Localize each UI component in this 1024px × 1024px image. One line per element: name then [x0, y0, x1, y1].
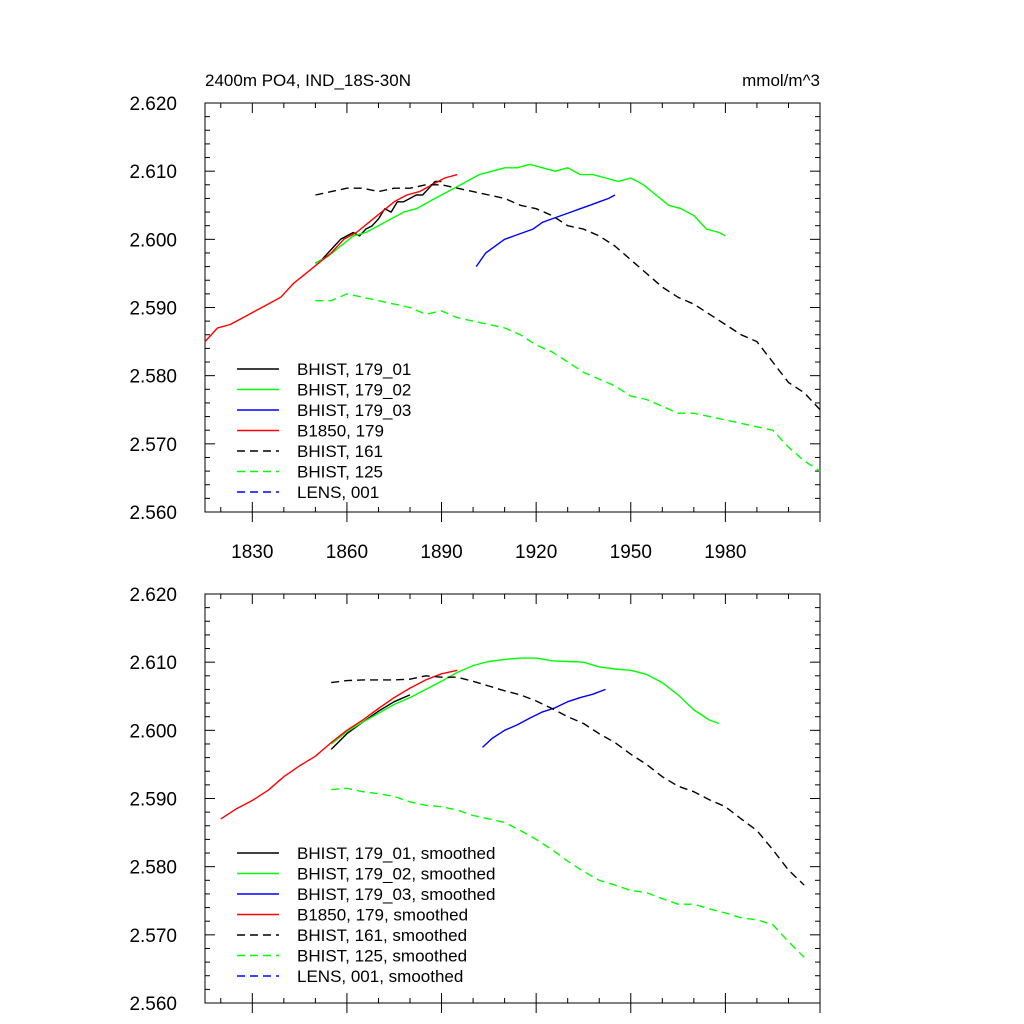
y-tick-label: 2.610	[129, 653, 177, 674]
series-line	[315, 163, 726, 264]
legend-label: BHIST, 125	[297, 463, 383, 482]
x-tick-label: 1830	[231, 542, 273, 563]
legend-label: BHIST, 125, smoothed	[297, 947, 467, 966]
series-line	[331, 787, 805, 958]
legend-label: BHIST, 179_01	[297, 360, 411, 379]
series-line	[315, 293, 821, 472]
series-line	[482, 688, 606, 748]
y-tick-label: 2.580	[129, 367, 177, 388]
y-tick-label: 2.590	[129, 299, 177, 320]
legend-label: LENS, 001, smoothed	[297, 967, 463, 986]
legend-label: B1850, 179	[297, 422, 384, 441]
chart-title: 2400m PO4, IND_18S-30N	[205, 71, 411, 90]
legend-label: LENS, 001	[297, 483, 379, 502]
series-line	[330, 694, 411, 750]
legend-label: BHIST, 179_02	[297, 381, 411, 400]
y-tick-label: 2.570	[129, 926, 177, 947]
series-line	[315, 180, 442, 264]
y-tick-label: 2.560	[129, 994, 177, 1015]
legend-label: BHIST, 179_03, smoothed	[297, 885, 495, 904]
series-line	[204, 173, 458, 343]
x-tick-label: 1950	[610, 542, 652, 563]
y-tick-label: 2.580	[129, 858, 177, 879]
series-line	[331, 675, 805, 886]
x-tick-label: 1920	[515, 542, 557, 563]
y-tick-label: 2.600	[129, 721, 177, 742]
y-tick-label: 2.620	[129, 585, 177, 606]
y-tick-label: 2.590	[129, 790, 177, 811]
x-tick-label: 1860	[326, 542, 368, 563]
x-tick-label: 1980	[704, 542, 746, 563]
y-tick-label: 2.600	[129, 230, 177, 251]
series-line	[475, 194, 616, 268]
y-tick-label: 2.570	[129, 435, 177, 456]
legend-label: BHIST, 161, smoothed	[297, 926, 467, 945]
series-line	[315, 184, 821, 411]
y-tick-label: 2.560	[129, 503, 177, 524]
y-tick-label: 2.610	[129, 162, 177, 183]
legend-label: BHIST, 179_03	[297, 401, 411, 420]
series-line	[220, 669, 458, 820]
y-tick-label: 2.620	[129, 94, 177, 115]
legend-label: BHIST, 179_01, smoothed	[297, 844, 495, 863]
panel-bottom: 2.560 2.570 2.580 2.590 2.600 2.610 2.620 BHIST…	[129, 585, 821, 1015]
panel-top: 2.560 2.570 2.580 2.590 2.600 2.610 2.620 1830 1…	[129, 71, 821, 563]
series-line	[330, 657, 720, 745]
legend-label: BHIST, 161	[297, 442, 383, 461]
units-label: mmol/m^3	[742, 71, 820, 90]
legend-label: BHIST, 179_02, smoothed	[297, 865, 495, 884]
x-tick-label: 1890	[420, 542, 462, 563]
legend-label: B1850, 179, smoothed	[297, 906, 468, 925]
